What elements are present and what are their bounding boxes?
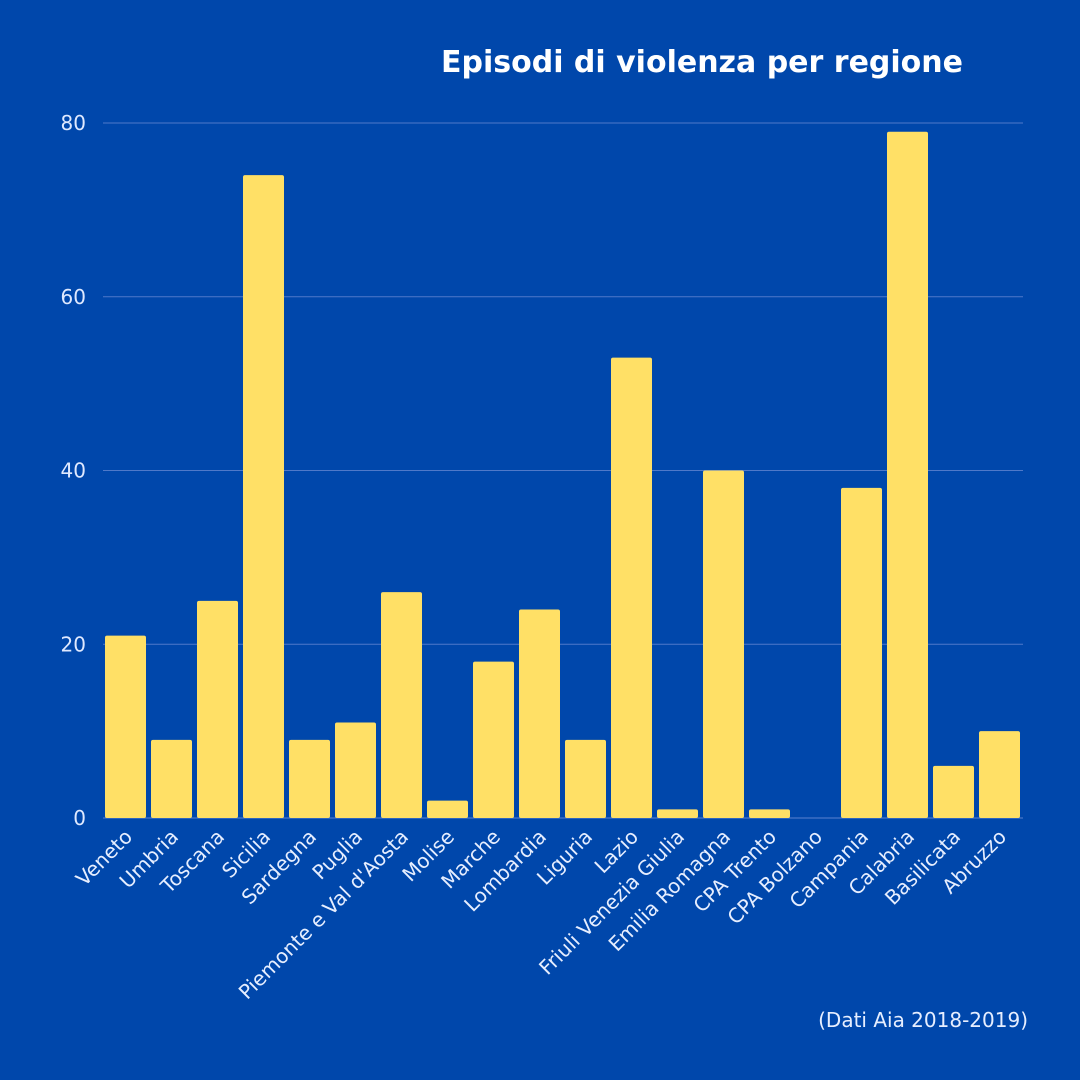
y-tick-label: 0: [73, 806, 86, 830]
y-tick-label: 40: [61, 459, 86, 483]
bar: [611, 357, 652, 818]
bar: [979, 731, 1020, 818]
bar: [473, 661, 514, 818]
bar: [565, 739, 606, 818]
bar: [427, 800, 468, 818]
bar: [105, 635, 146, 818]
y-tick-label: 80: [61, 111, 86, 135]
bar: [381, 592, 422, 818]
bars: [105, 131, 1020, 818]
y-tick-label: 20: [61, 632, 86, 656]
bar: [933, 765, 974, 818]
gridlines: [103, 122, 1023, 819]
chart-title: Episodi di violenza per regione: [441, 45, 963, 80]
bar: [335, 722, 376, 818]
bar: [703, 470, 744, 818]
bar: [519, 609, 560, 818]
bar: [841, 487, 882, 818]
y-tick-label: 60: [61, 285, 86, 309]
bar: [887, 131, 928, 818]
bar: [289, 739, 330, 818]
x-axis-labels: VenetoUmbriaToscanaSiciliaSardegnaPuglia…: [71, 825, 1011, 1004]
bar: [657, 809, 698, 818]
source-note: (Dati Aia 2018-2019): [818, 1008, 1028, 1032]
bar: [243, 175, 284, 818]
y-axis-ticks: 0 20 40 60 80: [61, 111, 86, 830]
bar: [151, 739, 192, 818]
bar: [197, 600, 238, 818]
bar: [749, 809, 790, 818]
